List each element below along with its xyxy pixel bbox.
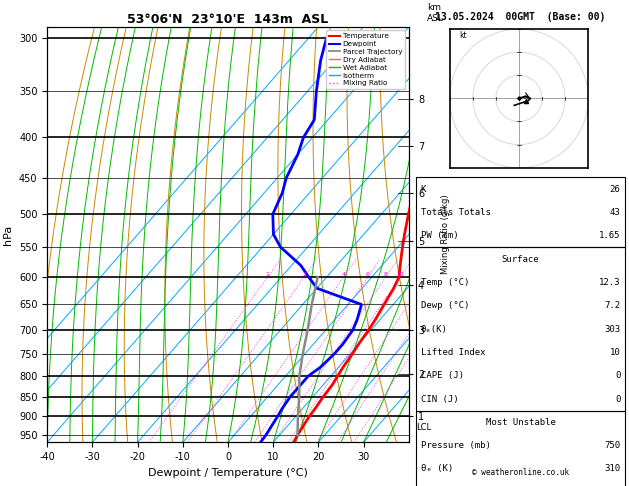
X-axis label: Dewpoint / Temperature (°C): Dewpoint / Temperature (°C) bbox=[148, 468, 308, 478]
Text: Dewp (°C): Dewp (°C) bbox=[421, 301, 469, 310]
Text: CAPE (J): CAPE (J) bbox=[421, 371, 464, 380]
Text: θₑ (K): θₑ (K) bbox=[421, 465, 453, 473]
Text: Most Unstable: Most Unstable bbox=[486, 418, 555, 427]
Text: 310: 310 bbox=[604, 465, 620, 473]
Text: 0: 0 bbox=[615, 395, 620, 403]
Text: 1: 1 bbox=[265, 272, 270, 277]
Text: θₑ(K): θₑ(K) bbox=[421, 325, 448, 333]
Text: CIN (J): CIN (J) bbox=[421, 395, 459, 403]
Text: PW (cm): PW (cm) bbox=[421, 231, 459, 240]
Text: 10: 10 bbox=[396, 272, 404, 277]
Text: km
ASL: km ASL bbox=[427, 3, 444, 22]
Y-axis label: hPa: hPa bbox=[3, 225, 13, 244]
Text: 303: 303 bbox=[604, 325, 620, 333]
Text: 13.05.2024  00GMT  (Base: 00): 13.05.2024 00GMT (Base: 00) bbox=[435, 12, 606, 22]
Text: © weatheronline.co.uk: © weatheronline.co.uk bbox=[472, 468, 569, 477]
Text: LCL: LCL bbox=[416, 423, 431, 432]
Text: 4: 4 bbox=[342, 272, 345, 277]
Legend: Temperature, Dewpoint, Parcel Trajectory, Dry Adiabat, Wet Adiabat, Isotherm, Mi: Temperature, Dewpoint, Parcel Trajectory… bbox=[326, 30, 405, 89]
Text: 6: 6 bbox=[366, 272, 370, 277]
Text: 43: 43 bbox=[610, 208, 620, 217]
Text: Temp (°C): Temp (°C) bbox=[421, 278, 469, 287]
Text: Mixing Ratio (g/kg): Mixing Ratio (g/kg) bbox=[440, 195, 450, 274]
Text: Lifted Index: Lifted Index bbox=[421, 348, 485, 357]
Text: Pressure (mb): Pressure (mb) bbox=[421, 441, 491, 450]
Text: 12.3: 12.3 bbox=[599, 278, 620, 287]
Text: 750: 750 bbox=[604, 441, 620, 450]
Text: Totals Totals: Totals Totals bbox=[421, 208, 491, 217]
Text: 0: 0 bbox=[615, 371, 620, 380]
Text: 26: 26 bbox=[610, 185, 620, 193]
Text: 7.2: 7.2 bbox=[604, 301, 620, 310]
Text: 1.65: 1.65 bbox=[599, 231, 620, 240]
Text: K: K bbox=[421, 185, 426, 193]
Text: 2: 2 bbox=[303, 272, 306, 277]
Text: Surface: Surface bbox=[502, 255, 539, 263]
Text: kt: kt bbox=[459, 32, 467, 40]
Title: 53°06'N  23°10'E  143m  ASL: 53°06'N 23°10'E 143m ASL bbox=[128, 13, 328, 26]
Text: 8: 8 bbox=[384, 272, 387, 277]
Text: 10: 10 bbox=[610, 348, 620, 357]
